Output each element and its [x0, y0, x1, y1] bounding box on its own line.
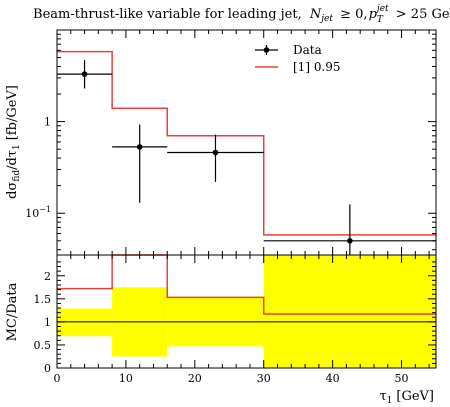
main-points-layer	[57, 60, 436, 262]
ratio-y-tick-label-1: 0.5	[34, 339, 52, 352]
x-tick-label-5: 50	[395, 372, 409, 385]
ratio-y-tick-label-2: 1	[44, 316, 51, 329]
tick-base: 10	[25, 207, 39, 220]
title-pt-symbol: p	[369, 7, 378, 22]
ratio-band-3	[263, 255, 436, 368]
main-y-tick-label-0: 1	[44, 116, 51, 129]
x-tick-label-1: 10	[119, 372, 133, 385]
data-point-0	[81, 71, 88, 77]
legend-entry-mc: [1] 0.95	[255, 60, 341, 74]
data-point-1	[136, 144, 143, 150]
ratio-y-tick-label-0: 0	[44, 362, 51, 375]
xlabel-sub: 1	[387, 396, 393, 406]
legend-mc-label: [1] 0.95	[293, 60, 341, 74]
ratio-x-axis: 0 10 20 30 40 50	[54, 255, 430, 385]
main-panel-frame	[56, 29, 437, 256]
data-point-3	[347, 238, 353, 244]
ylabel-unit: [fb/GeV]	[5, 85, 20, 140]
mc-histogram-line	[57, 50, 436, 236]
title-prefix: Beam-thrust-like variable for leading je…	[33, 7, 302, 22]
title-pt-sup: jet	[375, 4, 389, 14]
ratio-y-axis: 0 0.5 1 1.5 2	[34, 261, 436, 375]
ylabel-prefix: dσ	[5, 182, 20, 199]
x-axis-label: τ1 [GeV]	[379, 389, 434, 406]
legend: Data [1] 0.95	[255, 43, 341, 74]
main-panel: 1 10−1	[25, 29, 437, 262]
x-tick-label-2: 20	[188, 372, 202, 385]
main-histogram-layer	[57, 50, 436, 236]
x-tick-label-3: 30	[257, 372, 271, 385]
tick-exponent: −1	[39, 205, 51, 214]
ratio-y-tick-label-3: 1.5	[34, 293, 52, 306]
main-y-axis-label: dσfid/dτ1 [fb/GeV]	[5, 85, 22, 199]
ylabel-middle: /dτ	[5, 150, 20, 170]
ratio-panel-frame	[56, 254, 437, 369]
legend-data-marker	[263, 47, 270, 53]
chart-title: Beam-thrust-like variable for leading je…	[33, 0, 450, 25]
title-pt-sub: T	[377, 15, 384, 25]
main-y-tick-label-1: 10−1	[25, 205, 51, 220]
xlabel-unit: [GeV]	[396, 389, 434, 404]
ratio-mc-line	[57, 254, 436, 315]
title-njet-cond: ≥ 0,	[340, 7, 367, 22]
ratio-y-axis-label: MC/Data	[5, 282, 20, 341]
main-y-axis: 1 10−1	[25, 29, 436, 251]
title-njet-symbol: N	[309, 7, 322, 22]
x-tick-label-0: 0	[54, 372, 61, 385]
xlabel-symbol: τ	[379, 389, 386, 404]
legend-data-label: Data	[293, 43, 322, 57]
ratio-band-layer	[57, 255, 436, 368]
ylabel-sub: fid	[12, 170, 22, 182]
legend-entry-data: Data	[255, 43, 322, 57]
title-pt-cond: > 25 GeV	[396, 7, 450, 22]
ratio-panel: 0 0.5 1 1.5 2 0 10 20 30 40 50	[34, 254, 437, 385]
ratio-y-tick-label-4: 2	[44, 270, 51, 283]
x-tick-label-4: 40	[326, 372, 340, 385]
ylabel-sub2: 1	[12, 144, 22, 150]
data-point-2	[212, 149, 219, 156]
title-njet-sub: jet	[319, 14, 333, 24]
ratio-lines-layer	[57, 254, 436, 323]
